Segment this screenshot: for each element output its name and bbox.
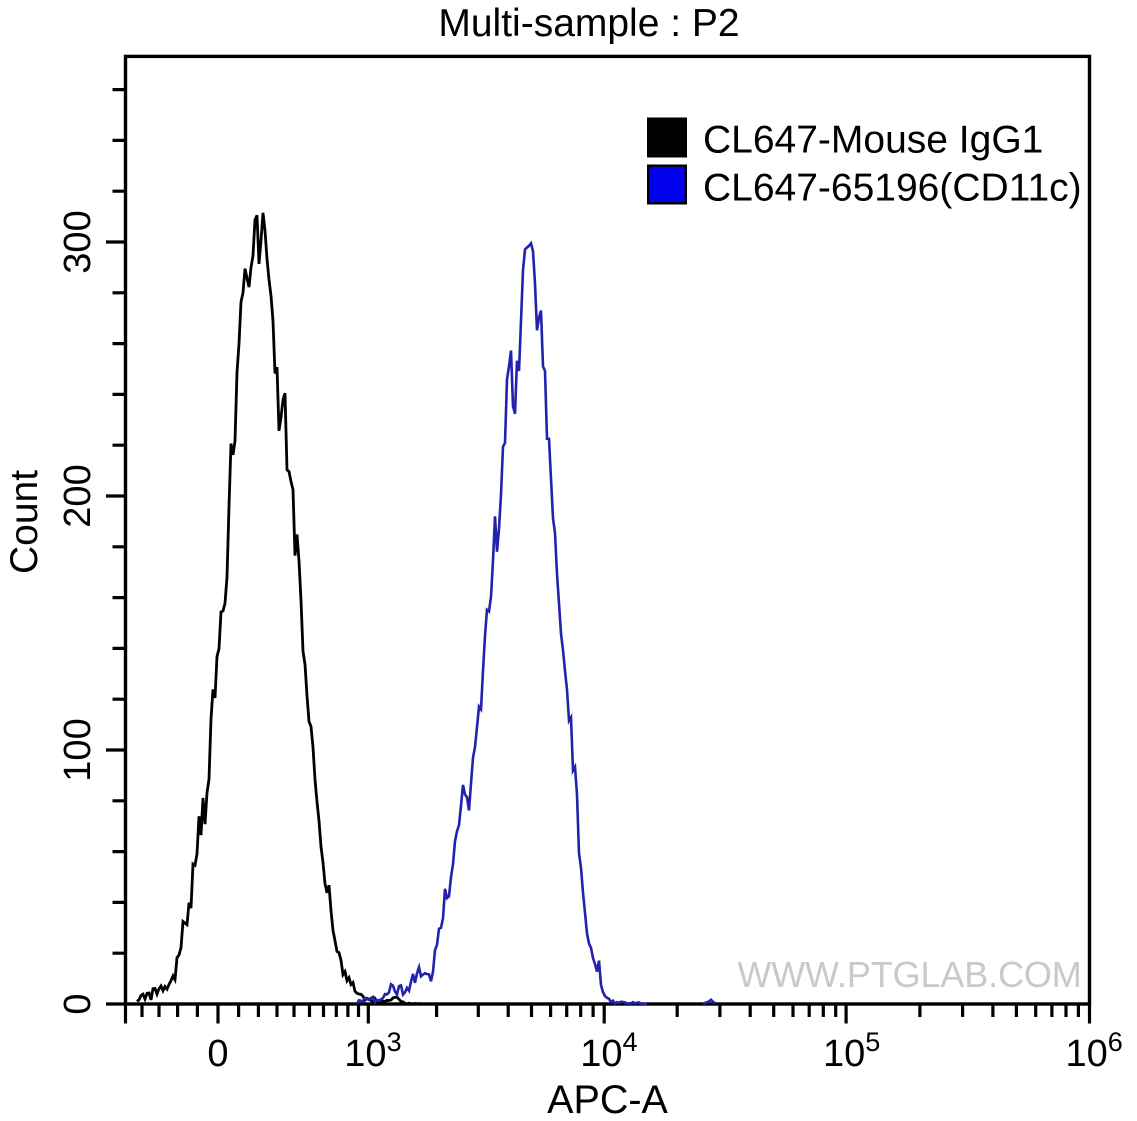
svg-text:APC-A: APC-A <box>547 1078 668 1121</box>
svg-text:300: 300 <box>57 210 99 273</box>
svg-text:200: 200 <box>57 464 99 527</box>
svg-text:WWW.PTGLAB.COM: WWW.PTGLAB.COM <box>737 954 1081 995</box>
svg-text:Count: Count <box>3 470 46 574</box>
svg-text:0: 0 <box>207 1033 228 1075</box>
svg-text:Multi-sample : P2: Multi-sample : P2 <box>438 2 739 45</box>
svg-text:0: 0 <box>57 993 99 1014</box>
svg-text:CL647-65196(CD11c): CL647-65196(CD11c) <box>703 166 1082 209</box>
svg-text:CL647-Mouse IgG1: CL647-Mouse IgG1 <box>703 118 1043 161</box>
svg-text:103: 103 <box>344 1027 401 1075</box>
svg-text:100: 100 <box>57 718 99 781</box>
